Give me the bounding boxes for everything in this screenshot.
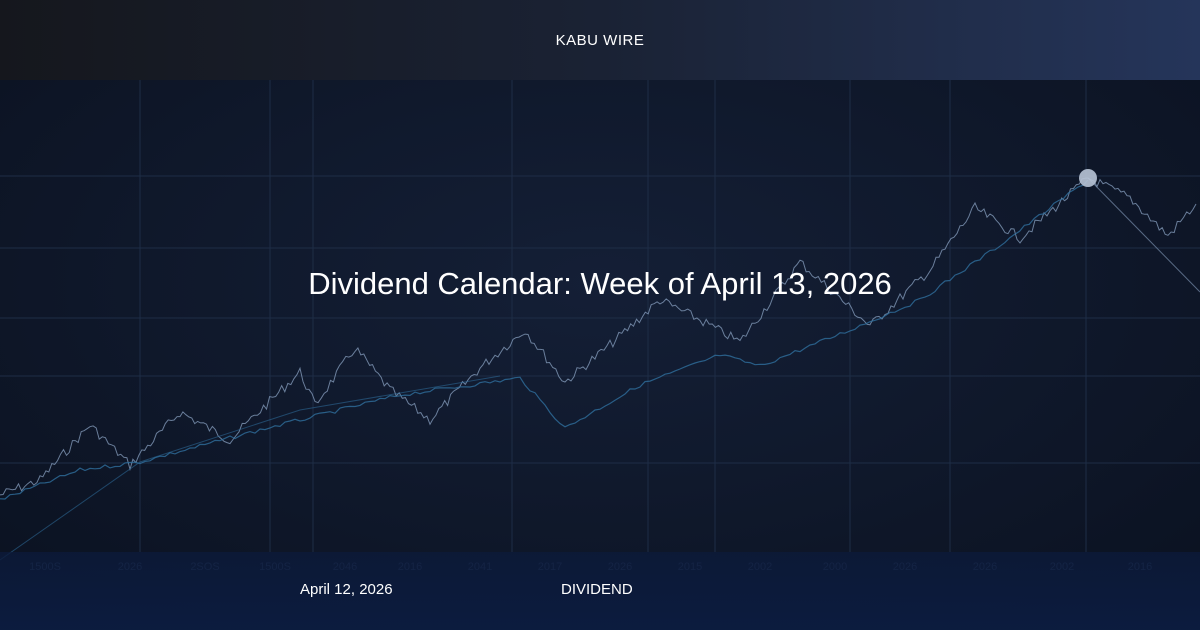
trend-line-lower — [0, 375, 501, 561]
chart-grid — [0, 80, 1200, 552]
category-tag[interactable]: DIVIDEND — [561, 581, 633, 598]
brand-logo-text[interactable]: KABU WIRE — [555, 31, 645, 49]
publish-date: April 12, 2026 — [300, 581, 393, 598]
moving-average-line — [0, 179, 1089, 500]
trend-line-right — [1087, 177, 1200, 293]
footer-bar — [0, 552, 1200, 630]
highlight-point-icon — [1079, 169, 1097, 187]
price-line — [0, 177, 1197, 496]
headline-container: Dividend Calendar: Week of April 13, 202… — [300, 262, 900, 306]
page-title: Dividend Calendar: Week of April 13, 202… — [308, 266, 892, 301]
site-header: KABU WIRE — [0, 0, 1200, 80]
